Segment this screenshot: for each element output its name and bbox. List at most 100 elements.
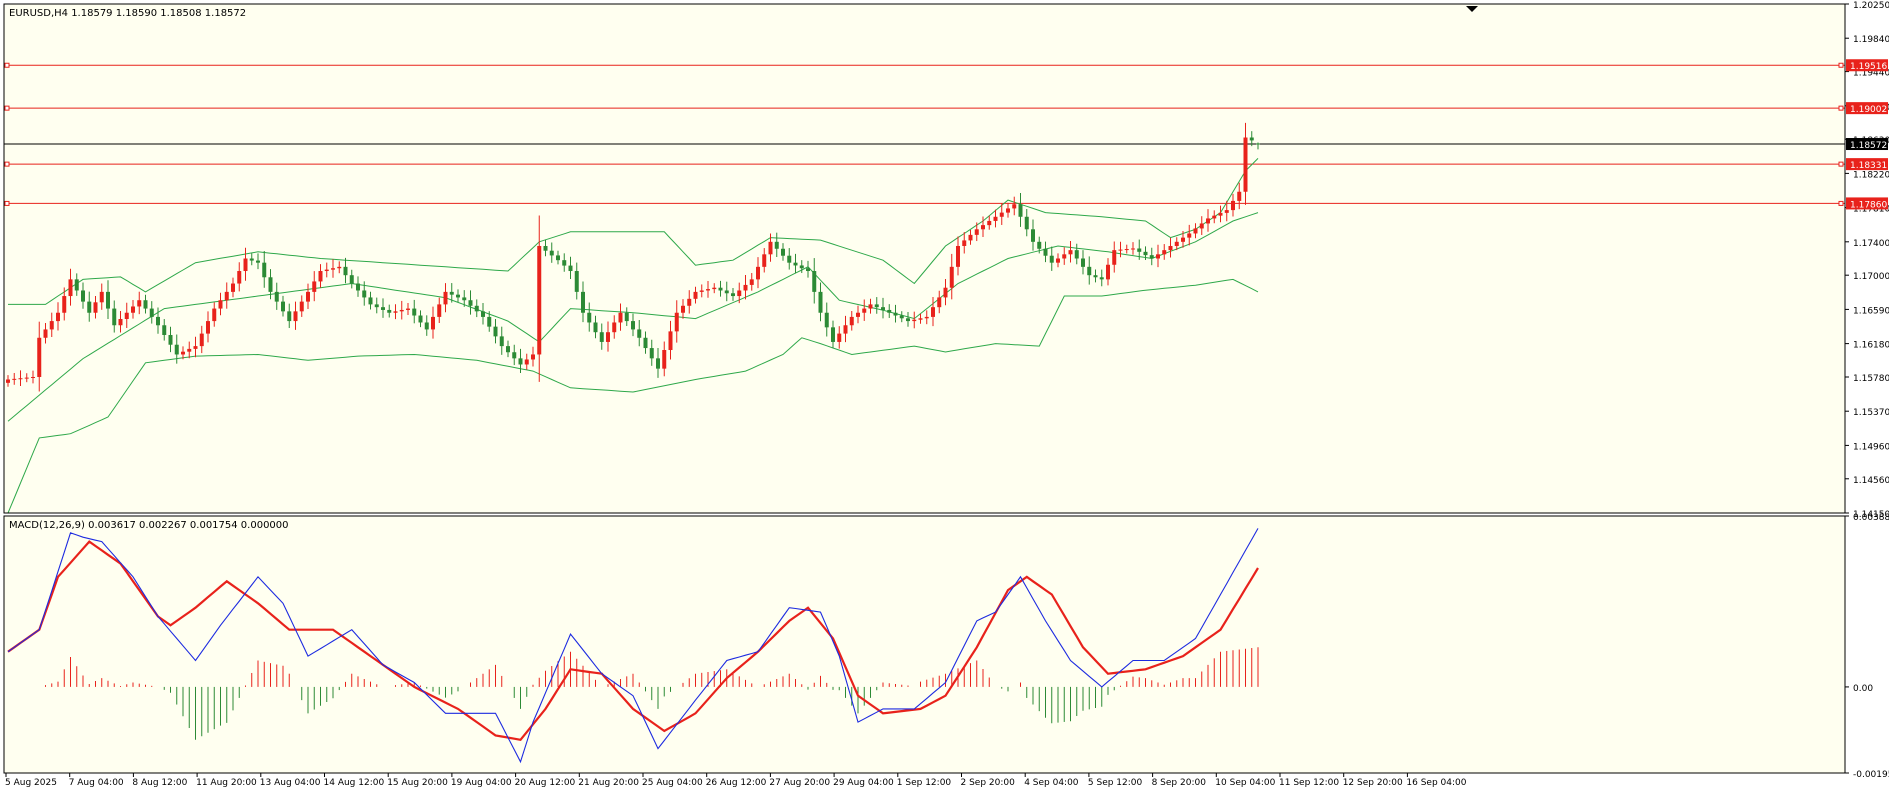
price-tick-label: 1.18220	[1853, 170, 1889, 180]
candle	[787, 248, 792, 270]
price-tag-label: 1.18331	[1850, 161, 1887, 171]
candle	[1062, 247, 1067, 265]
candle	[893, 304, 898, 323]
candle	[481, 302, 485, 325]
price-panel[interactable]: EURUSD,H4 1.18579 1.18590 1.18508 1.1857…	[3, 3, 1846, 514]
candle	[281, 295, 285, 317]
candle	[618, 303, 623, 331]
macd-signal-line	[7, 540, 1259, 741]
time-tick-label: 12 Sep 20:00	[1343, 778, 1403, 788]
price-tick-label: 1.17000	[1853, 272, 1889, 282]
candle	[568, 256, 573, 279]
candle	[856, 305, 860, 324]
candle	[1099, 269, 1104, 287]
candle	[837, 326, 842, 349]
candle	[631, 313, 635, 337]
candle	[393, 304, 398, 320]
price-tag-label: 1.18572	[1850, 141, 1887, 151]
macd-panel[interactable]: MACD(12,26,9) 0.003617 0.002267 0.001754…	[3, 515, 1846, 774]
candle	[1224, 200, 1229, 222]
candle	[862, 299, 867, 321]
candle	[556, 250, 560, 265]
price-axis[interactable]: 1.202501.198401.194401.190301.186301.182…	[1845, 1, 1889, 520]
candle	[131, 299, 135, 319]
candle	[1212, 210, 1217, 224]
macd-tick-label: 0.003882	[1853, 513, 1889, 523]
price-tick-label: 1.17810	[1853, 205, 1889, 215]
time-tick-label: 2 Sep 20:00	[961, 778, 1016, 788]
candle	[56, 302, 60, 331]
candle	[693, 286, 698, 304]
candle	[74, 273, 79, 296]
candle	[299, 295, 304, 317]
level-anchor-left	[4, 105, 10, 111]
macd-main-line	[7, 528, 1259, 764]
candle	[612, 315, 617, 339]
candle	[231, 277, 235, 298]
candle	[687, 290, 692, 314]
candle	[762, 248, 767, 273]
candle	[1043, 241, 1048, 263]
candle	[199, 325, 204, 354]
level-anchor-right	[1838, 105, 1844, 111]
level-anchor-left	[4, 161, 10, 167]
candle	[518, 348, 523, 374]
candle	[1074, 243, 1079, 265]
time-axis[interactable]: 5 Aug 2025 7 Aug 04:00 8 Aug 12:00 11 Aug 2…	[5, 773, 1467, 788]
candle	[1162, 244, 1167, 260]
time-tick-label: 5 Sep 12:00	[1088, 778, 1143, 788]
candle	[462, 290, 467, 307]
candle	[124, 302, 129, 329]
candle	[431, 306, 435, 339]
candle	[599, 323, 604, 350]
macd-axis[interactable]: 0.003882 0.00 -0.001955	[1845, 513, 1889, 780]
bollinger-middle-band	[7, 212, 1259, 422]
candle	[181, 346, 185, 360]
candle	[887, 304, 892, 318]
candle	[243, 247, 248, 281]
candle	[149, 301, 154, 324]
candle	[374, 297, 379, 314]
candle	[606, 321, 610, 352]
chart-shift-marker-icon	[1466, 6, 1478, 12]
candle	[918, 313, 923, 324]
candle	[443, 283, 448, 313]
candle	[731, 287, 735, 301]
candle	[562, 253, 567, 272]
symbol-header: EURUSD,H4 1.18579 1.18590 1.18508 1.1857…	[9, 8, 246, 19]
candle	[406, 303, 410, 315]
time-tick-label: 27 Aug 20:00	[769, 778, 830, 788]
candle	[237, 262, 242, 292]
price-tag-label: 1.17860	[1850, 200, 1887, 210]
price-tick-label: 1.14960	[1853, 442, 1889, 452]
candle	[112, 300, 117, 333]
candle	[656, 348, 660, 378]
time-tick-label: 10 Sep 04:00	[1215, 778, 1275, 788]
candle	[1037, 236, 1042, 254]
candle	[337, 261, 342, 274]
candle	[143, 294, 148, 314]
candle	[737, 282, 742, 304]
level-anchor-left	[4, 200, 10, 206]
time-tick-label: 20 Aug 12:00	[515, 778, 576, 788]
candle	[831, 320, 835, 348]
candle	[1118, 241, 1123, 258]
candle	[1256, 142, 1260, 150]
candle	[1168, 237, 1173, 258]
candle	[206, 311, 210, 343]
candle	[899, 311, 904, 323]
candle	[1031, 219, 1035, 251]
candle	[224, 282, 229, 309]
candle	[1049, 246, 1054, 271]
price-tag	[1846, 138, 1888, 151]
candle	[424, 315, 429, 336]
candle	[924, 310, 929, 325]
level-anchor-right	[1838, 62, 1844, 68]
candle	[418, 310, 423, 328]
candle	[962, 232, 967, 254]
candle	[293, 301, 298, 330]
price-tick-label: 1.19440	[1853, 69, 1889, 79]
price-tag	[1846, 158, 1888, 171]
candle	[1006, 202, 1010, 218]
